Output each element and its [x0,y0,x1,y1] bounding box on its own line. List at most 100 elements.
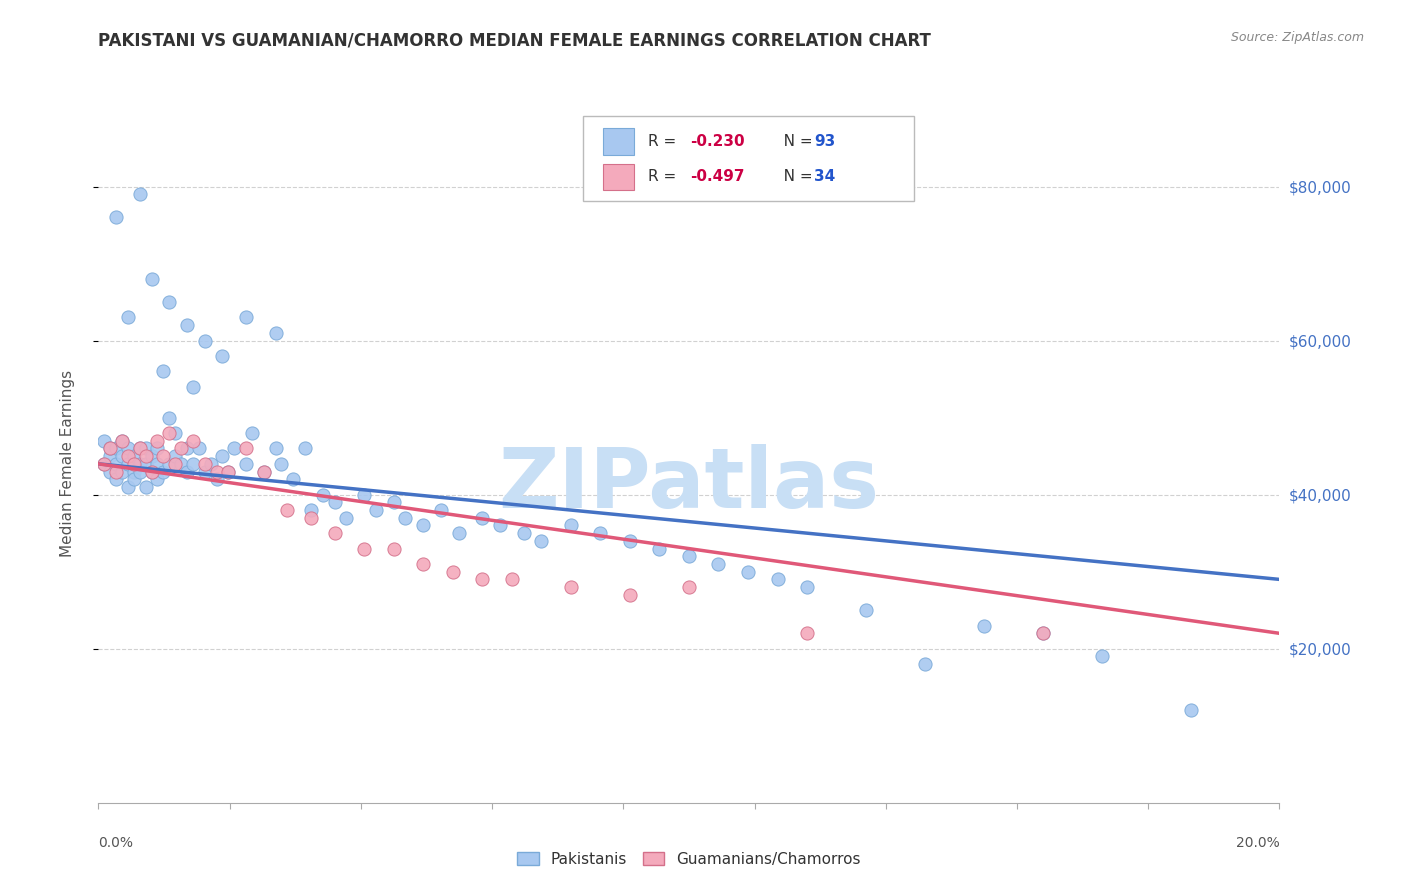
Point [194,465,217,479]
Point [111,449,134,463]
Legend: Pakistanis, Guamanians/Chamorros: Pakistanis, Guamanians/Chamorros [512,846,866,873]
Point [211,349,233,363]
Point [264,326,287,340]
Point [501,573,523,587]
Point [105,457,128,471]
Point [217,465,239,479]
Point [648,541,671,556]
Point [98,465,121,479]
Point [157,425,180,440]
Point [146,472,169,486]
Point [128,457,150,471]
Point [117,457,139,471]
Point [205,465,228,479]
Point [707,557,730,571]
Point [93,434,115,448]
Point [224,442,246,456]
Point [181,457,204,471]
Point [117,310,139,325]
Point [1032,626,1054,640]
Point [165,449,187,463]
Point [855,603,877,617]
Point [165,457,187,471]
Point [117,480,139,494]
Point [105,465,128,479]
Point [98,442,121,456]
Point [111,465,134,479]
Point [135,449,157,463]
Point [796,626,818,640]
Point [253,465,276,479]
Point [489,518,512,533]
Point [382,495,405,509]
Point [211,449,233,463]
Y-axis label: Median Female Earnings: Median Female Earnings [60,370,75,558]
Point [235,457,257,471]
Point [471,573,494,587]
Point [447,526,470,541]
Point [141,449,163,463]
Point [128,442,150,456]
Point [973,618,995,632]
Point [141,465,163,479]
Point [146,434,169,448]
Point [530,533,553,548]
Point [187,442,209,456]
Point [512,526,534,541]
Point [170,442,193,456]
Point [205,472,228,486]
Text: 0.0%: 0.0% [98,836,134,850]
Text: N =: N = [769,134,817,149]
Point [105,442,128,456]
Point [117,449,139,463]
Point [98,449,121,463]
Point [98,442,121,456]
Point [111,434,134,448]
Point [1032,626,1054,640]
Point [619,533,641,548]
Point [766,573,789,587]
Point [93,457,115,471]
Point [312,488,335,502]
Point [152,449,174,463]
Point [176,465,198,479]
Point [235,442,257,456]
Point [157,410,180,425]
Point [122,472,145,486]
Point [914,657,936,672]
Point [176,442,198,456]
Point [122,457,145,471]
Point [135,457,157,471]
Text: -0.497: -0.497 [690,169,745,185]
Text: Source: ZipAtlas.com: Source: ZipAtlas.com [1230,31,1364,45]
Point [122,465,145,479]
Point [111,434,134,448]
Point [560,580,582,594]
Point [394,510,416,524]
Point [737,565,759,579]
Text: R =: R = [648,169,682,185]
Point [117,442,139,456]
Point [796,580,818,594]
Point [253,465,276,479]
Point [353,541,375,556]
Point [335,510,357,524]
Point [128,442,150,456]
Point [353,488,375,502]
Point [170,457,193,471]
Text: R =: R = [648,134,682,149]
Text: ZIPatlas: ZIPatlas [499,443,879,524]
Point [181,380,204,394]
Point [294,442,316,456]
Point [1091,649,1114,664]
Point [264,442,287,456]
Point [146,457,169,471]
Point [619,588,641,602]
Point [135,480,157,494]
Point [323,526,346,541]
Text: PAKISTANI VS GUAMANIAN/CHAMORRO MEDIAN FEMALE EARNINGS CORRELATION CHART: PAKISTANI VS GUAMANIAN/CHAMORRO MEDIAN F… [98,31,931,49]
Point [122,449,145,463]
Text: -0.230: -0.230 [690,134,745,149]
Point [299,503,322,517]
Point [589,526,612,541]
